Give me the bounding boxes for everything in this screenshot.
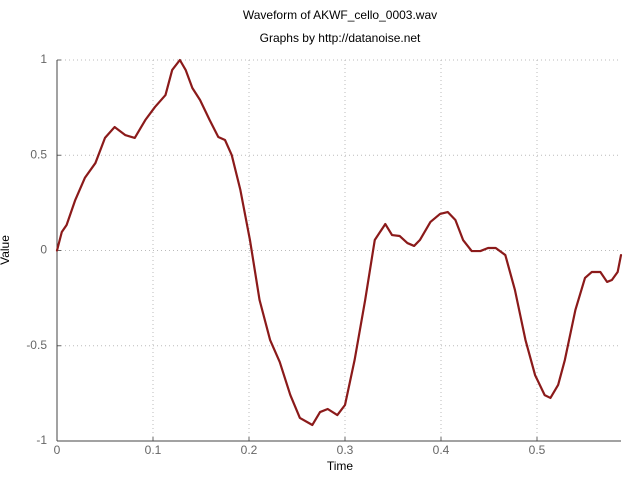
x-tick-label: 0.3 [337,443,354,457]
x-tick-label: 0 [54,443,61,457]
chart-subtitle: Graphs by http://datanoise.net [260,31,421,45]
waveform-line [55,58,623,427]
x-tick-label: 0.2 [241,443,258,457]
x-tick-label: 0.5 [529,443,546,457]
x-tick-label: 0.1 [145,443,162,457]
chart-title: Waveform of AKWF_cello_0003.wav [243,8,437,22]
y-tick-label: 1 [40,52,47,66]
x-tick-label: 0.4 [433,443,450,457]
y-tick-label: 0.5 [30,147,47,161]
y-tick-label: 0 [40,243,47,257]
y-tick-label: -0.5 [26,338,47,352]
x-axis-label: Time [327,459,354,473]
y-tick-label: -1 [36,433,47,447]
y-axis-label: Value [0,235,12,265]
